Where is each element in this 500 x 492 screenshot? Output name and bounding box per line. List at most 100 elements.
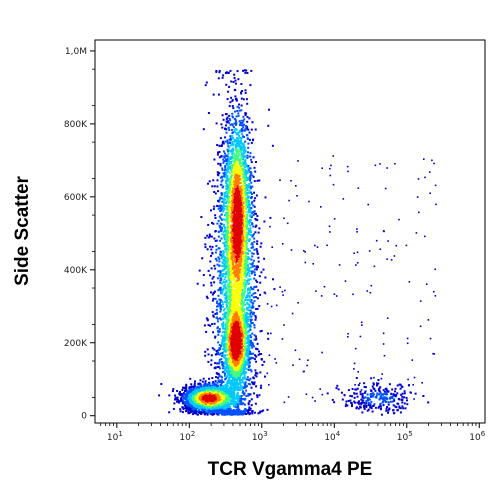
event-dot bbox=[226, 381, 229, 384]
event-dot bbox=[244, 162, 247, 165]
event-dot bbox=[178, 400, 181, 403]
event-dot bbox=[246, 359, 249, 362]
event-dot bbox=[223, 356, 226, 359]
event-dot bbox=[222, 336, 224, 339]
event-dot bbox=[210, 385, 213, 388]
event-dot bbox=[219, 383, 222, 386]
event-dot bbox=[216, 404, 218, 407]
event-dot bbox=[202, 407, 205, 410]
event-dot bbox=[229, 119, 232, 122]
event-dot bbox=[201, 380, 204, 383]
event-dot bbox=[236, 141, 239, 144]
event-dot bbox=[240, 402, 243, 405]
event-dot bbox=[179, 393, 182, 395]
event-dot bbox=[226, 395, 229, 397]
event-dot bbox=[228, 354, 231, 357]
event-dot bbox=[241, 122, 244, 124]
event-dot bbox=[232, 353, 235, 356]
event-dot bbox=[231, 143, 234, 146]
event-dot bbox=[226, 393, 229, 396]
event-dot bbox=[207, 386, 210, 389]
event-dot bbox=[222, 321, 225, 324]
event-dot bbox=[234, 82, 237, 85]
event-dot bbox=[236, 335, 239, 338]
event-dot bbox=[196, 389, 199, 392]
event-dot bbox=[227, 344, 229, 347]
event-dot bbox=[225, 396, 227, 398]
event-dot bbox=[179, 391, 181, 393]
event-dot bbox=[252, 225, 255, 228]
event-dot bbox=[223, 348, 226, 350]
event-dot bbox=[246, 242, 249, 245]
event-dot bbox=[249, 306, 252, 309]
event-dot bbox=[193, 382, 196, 385]
event-dot bbox=[234, 286, 237, 289]
event-dot bbox=[193, 404, 196, 407]
event-dot bbox=[242, 398, 245, 400]
event-dot bbox=[238, 130, 241, 133]
event-dot bbox=[230, 403, 233, 406]
event-dot bbox=[230, 169, 232, 172]
event-dot bbox=[185, 393, 188, 396]
event-dot bbox=[190, 400, 193, 403]
event-dot bbox=[230, 400, 233, 403]
event-dot bbox=[231, 124, 234, 127]
event-dot bbox=[249, 325, 252, 328]
event-dot bbox=[227, 120, 230, 123]
event-dot bbox=[244, 203, 246, 206]
event-dot bbox=[230, 176, 232, 179]
event-dot bbox=[202, 384, 205, 387]
event-dot bbox=[199, 406, 202, 409]
event-dot bbox=[237, 290, 240, 293]
event-dot bbox=[241, 264, 244, 267]
event-dot bbox=[216, 411, 219, 414]
event-dot bbox=[171, 390, 174, 393]
event-dot bbox=[199, 383, 202, 386]
event-dot bbox=[207, 403, 210, 406]
event-dot bbox=[202, 392, 205, 395]
event-dot bbox=[188, 397, 191, 399]
event-dot bbox=[189, 406, 192, 409]
event-dot bbox=[227, 227, 230, 230]
event-dot bbox=[229, 368, 232, 371]
event-dot bbox=[197, 382, 200, 385]
event-dot bbox=[248, 348, 250, 351]
event-dot bbox=[204, 386, 207, 389]
event-dot bbox=[222, 172, 225, 175]
event-dot bbox=[241, 323, 244, 326]
event-dot bbox=[229, 212, 232, 215]
event-dot bbox=[235, 357, 238, 360]
event-dot bbox=[237, 322, 240, 325]
event-dot bbox=[208, 392, 211, 395]
event-dot bbox=[193, 384, 196, 387]
event-dot bbox=[160, 383, 163, 385]
event-dot bbox=[227, 400, 230, 403]
event-dot bbox=[242, 302, 245, 305]
event-dot bbox=[247, 382, 250, 385]
event-dot bbox=[215, 376, 217, 379]
event-dot bbox=[233, 381, 236, 384]
event-dot bbox=[200, 413, 203, 415]
event-dot bbox=[192, 410, 195, 413]
event-dot bbox=[218, 151, 221, 153]
event-dot bbox=[247, 231, 250, 234]
event-dot bbox=[208, 409, 211, 412]
event-dot bbox=[189, 400, 192, 403]
event-dot bbox=[216, 398, 219, 401]
event-dot bbox=[215, 394, 218, 397]
event-dot bbox=[238, 268, 241, 271]
event-dot bbox=[248, 275, 251, 277]
event-dot bbox=[203, 408, 206, 411]
event-dot bbox=[228, 398, 231, 401]
event-dot bbox=[223, 243, 226, 246]
event-dot bbox=[209, 400, 212, 403]
event-dot bbox=[216, 300, 219, 303]
event-dot bbox=[209, 387, 211, 390]
event-dot bbox=[221, 400, 224, 403]
event-dot bbox=[207, 395, 210, 398]
event-dot bbox=[198, 409, 200, 412]
event-dot bbox=[191, 389, 194, 392]
event-dot bbox=[236, 105, 239, 108]
event-dot bbox=[232, 321, 235, 324]
event-dot bbox=[188, 386, 191, 389]
